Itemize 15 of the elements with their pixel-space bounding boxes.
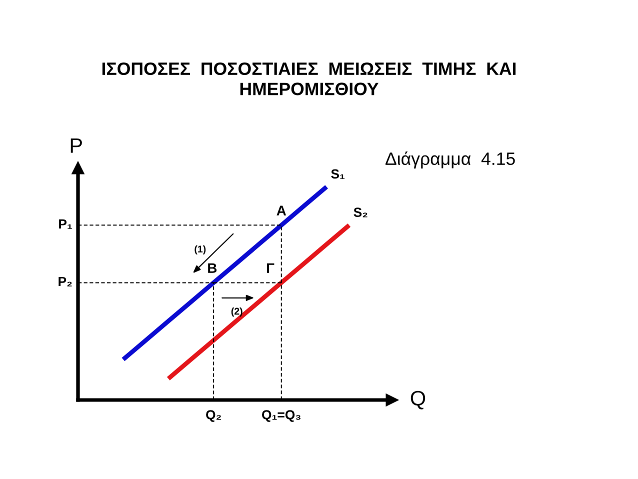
annotation: (2) [231,308,242,317]
annotation: B [208,263,217,273]
annotation: (1) [194,245,206,254]
annotation: Γ [267,263,274,273]
annotation: P₁ [59,219,72,229]
y-axis-title: P [70,138,82,153]
x-tick-label: Q₁=Q₃ [262,410,300,422]
series-label: S₂ [354,208,368,218]
annotation: P₂ [58,276,72,286]
series-label: S₁ [331,169,345,179]
chart-title: ΙΣΟΠΟΣΕΣ ΠΟΣΟΣΤΙΑΙΕΣ ΜΕΙΩΣΕΙΣ ΤΙΜΗΣ ΚΑΙ ΗΜΕΡΟΜΙΣΘΙΟΥ [102,62,516,96]
text: Διάγραμμα 4.15 [386,151,515,169]
annotation: A [276,206,286,216]
x-tick-label: Q₂ [206,410,221,422]
x-axis-title: Q [410,390,426,410]
